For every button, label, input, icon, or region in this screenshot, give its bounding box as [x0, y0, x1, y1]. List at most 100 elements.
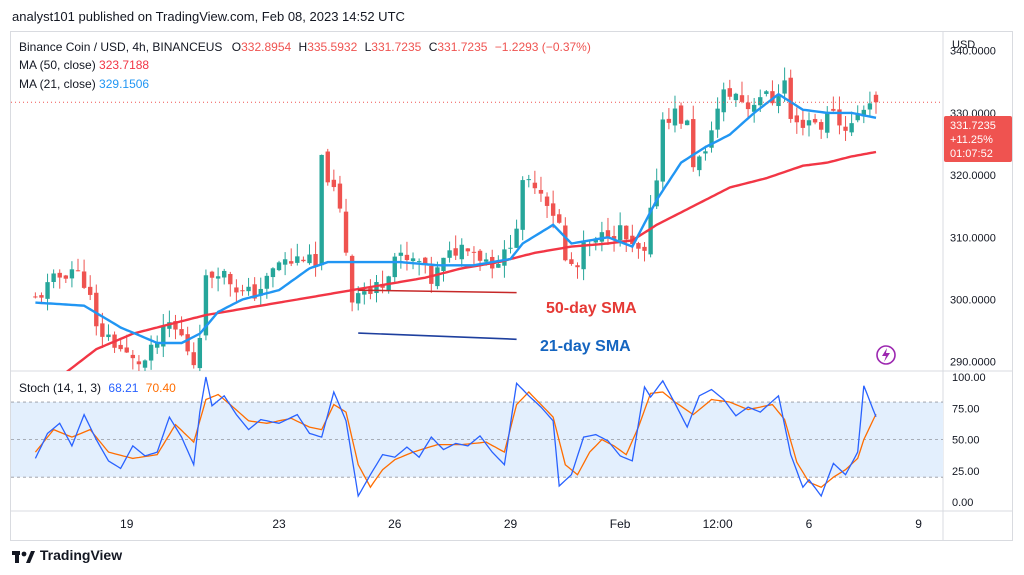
candle-body	[39, 295, 44, 298]
time-tick-label: 12:00	[703, 517, 733, 531]
candle-body	[264, 275, 270, 289]
candle-body	[648, 207, 653, 255]
ma21-value: 329.1506	[99, 77, 150, 91]
high-label: H	[298, 40, 308, 54]
candle-body	[349, 255, 355, 303]
candle-body	[453, 248, 458, 256]
candle-body	[770, 91, 775, 104]
candle-body	[75, 270, 81, 272]
candle-body	[624, 225, 629, 240]
price-tick-label: 340.0000	[950, 46, 996, 58]
candle-body	[751, 104, 757, 112]
candle-body	[508, 247, 513, 249]
price-tick-label: 310.0000	[950, 232, 996, 244]
stoch-tick-label: 0.00	[952, 497, 973, 509]
candle-body	[739, 95, 745, 102]
candle-body	[392, 256, 397, 278]
candle-body	[215, 276, 221, 279]
candle-body	[636, 243, 641, 249]
candle-body	[837, 109, 842, 126]
candle-body	[276, 262, 282, 271]
ma21-line	[35, 92, 877, 345]
ma50-label: MA (50, close)	[19, 58, 96, 72]
stoch-tick-label: 75.00	[952, 403, 980, 415]
candle-body	[325, 151, 330, 183]
footer-brand-label: TradingView	[39, 547, 123, 563]
candle-body	[861, 109, 867, 117]
sma50-annotation-line	[358, 289, 517, 294]
candle-body	[617, 225, 623, 241]
candle-body	[423, 257, 428, 264]
lightning-icon[interactable]	[876, 345, 896, 365]
ma21-legend: MA (21, close) 329.1506	[19, 77, 149, 91]
ma50-legend: MA (50, close) 323.7188	[19, 58, 149, 72]
candle-body	[179, 329, 184, 336]
candle-body	[124, 347, 129, 353]
stoch-tick-label: 25.00	[952, 466, 980, 478]
candle-body	[222, 270, 227, 278]
open-label: O	[231, 40, 242, 54]
candle-body	[794, 115, 799, 123]
time-tick-label: 26	[388, 517, 402, 531]
candle-body	[142, 360, 148, 368]
candle-body	[69, 269, 75, 279]
time-tick-label: 19	[120, 517, 134, 531]
candle-body	[459, 244, 464, 260]
high-value: 335.5932	[307, 40, 358, 54]
candle-body	[57, 272, 62, 278]
candle-body	[240, 290, 245, 292]
candle-body	[727, 88, 732, 97]
candle-body	[532, 182, 538, 189]
candle-body	[575, 265, 580, 268]
candle-body	[569, 259, 574, 264]
stoch-tick-label: 100.00	[952, 372, 986, 384]
candle-body	[106, 334, 111, 338]
candle-body	[63, 275, 69, 279]
footer-brand[interactable]: TradingView	[12, 547, 122, 567]
price-badge-change: +11.25%	[950, 134, 993, 146]
candle-body	[416, 261, 422, 263]
candle-body	[544, 196, 550, 206]
candle-body	[209, 271, 215, 278]
candle-body	[331, 179, 337, 188]
candle-body	[362, 291, 367, 295]
candle-body	[867, 103, 873, 110]
candle-body	[605, 230, 611, 239]
candle-body	[313, 254, 318, 267]
candle-body	[496, 263, 501, 268]
candle-body	[404, 254, 410, 261]
candle-body	[148, 344, 154, 361]
candle-body	[733, 93, 739, 101]
candle-body	[246, 286, 251, 292]
candle-body	[228, 274, 233, 285]
price-tick-label: 290.0000	[950, 357, 996, 369]
candle-body	[818, 122, 824, 130]
candle-body	[581, 242, 586, 270]
candle-body	[398, 252, 404, 256]
time-tick-label: 29	[504, 517, 518, 531]
candle-body	[410, 258, 416, 262]
stoch-legend: Stoch (14, 1, 3) 68.21 70.40	[19, 381, 176, 395]
stoch-tick-label: 50.00	[952, 435, 980, 447]
candle-body	[764, 91, 769, 94]
candle-body	[691, 119, 696, 168]
candle-body	[155, 343, 160, 348]
candle-body	[94, 292, 99, 327]
candle-body	[709, 130, 714, 148]
candle-body	[465, 248, 471, 252]
candle-body	[87, 286, 93, 295]
symbol-title: Binance Coin / USD, 4h, BINANCEUS	[19, 40, 223, 54]
candle-body	[514, 228, 519, 248]
candle-body	[703, 151, 708, 154]
candle-body	[435, 267, 440, 287]
price-axis-currency: USD	[952, 39, 975, 51]
candle-body	[270, 268, 276, 278]
candle-body	[33, 296, 38, 298]
stoch-d-value: 70.40	[145, 381, 176, 395]
candle-body	[557, 214, 562, 223]
candle-body	[660, 119, 665, 182]
candle-body	[855, 114, 860, 121]
sma21-annotation-line	[358, 332, 517, 341]
candle-body	[825, 111, 830, 133]
